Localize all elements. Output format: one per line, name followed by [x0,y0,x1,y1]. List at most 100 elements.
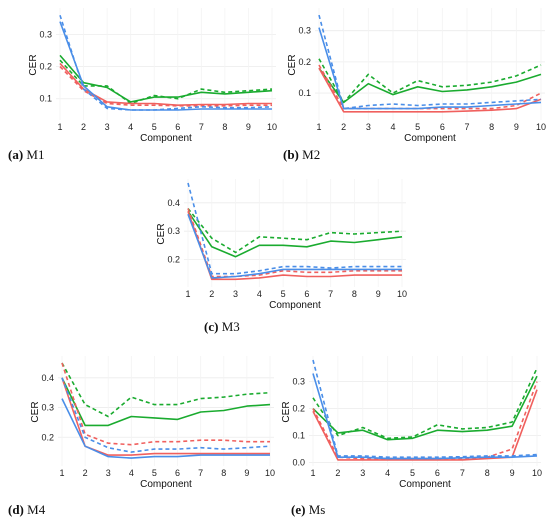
y-tick-label: 0.3 [167,226,180,236]
y-tick-label: 0.0 [292,458,305,468]
x-tick-label: 10 [265,468,275,478]
series-line-green-dashed [187,207,403,254]
x-tick-label: 6 [175,122,180,132]
x-tick-label: 1 [316,122,321,132]
y-axis-title: CER [156,223,167,244]
x-tick-label: 9 [244,468,249,478]
y-tick-label: 0.3 [292,377,305,387]
y-axis-title: CER [28,54,39,75]
series-line-blue-dashed [318,14,542,110]
caption-ms: (e) Ms [291,502,325,518]
x-tick-label: 9 [510,468,515,478]
series-line-blue-dashed [61,377,271,453]
series-line-green-solid [318,67,542,104]
series-line-red-solid [187,211,402,281]
x-tick-label: 2 [335,468,340,478]
x-tick-label: 4 [390,122,395,132]
series-line-green-solid [312,375,538,441]
caption-m1: (a) M1 [8,147,44,163]
series-line-green-dashed [59,59,273,105]
y-tick-label: 0.2 [298,57,311,67]
series-line-red-dashed [59,66,272,107]
x-tick-label: 6 [435,468,440,478]
x-tick-label: 1 [185,289,190,299]
x-tick-label: 2 [209,289,214,299]
x-tick-label: 3 [105,122,110,132]
y-tick-label: 0.4 [41,373,54,383]
x-tick-label: 8 [221,468,226,478]
x-tick-label: 7 [464,122,469,132]
series-line-green-dashed [61,362,271,418]
caption-text: M3 [221,319,240,334]
x-tick-label: 2 [341,122,346,132]
y-tick-label: 0.2 [39,62,52,72]
panel-ms: 0.0 0.1 0.2 0.3 1 2 3 4 5 6 7 8 9 10 Component CER (e) … [275,352,550,528]
series-line-blue-solid [187,213,402,279]
x-axis-title: Component [404,133,456,144]
panel-m3: 0.2 0.3 0.4 1 2 3 4 5 6 7 8 9 10 Component CER (c) M3 [140,175,415,350]
x-tick-label: 8 [222,122,227,132]
panel-m4: 0.2 0.3 0.4 1 2 3 4 5 6 7 8 9 10 Component CER (d) M4 [0,352,275,528]
series-line-blue-solid [59,21,272,111]
x-tick-label: 1 [57,122,62,132]
chart-ms: 0.0 0.1 0.2 0.3 1 2 3 4 5 6 7 8 9 10 Component CER [281,356,542,490]
x-tick-label: 4 [129,468,134,478]
y-tick-label: 0.2 [292,404,305,414]
series-line-green-solid [59,54,273,103]
x-tick-label: 9 [246,122,251,132]
y-tick-label: 0.3 [39,29,52,39]
caption-letter: (e) [291,502,306,517]
y-tick-label: 0.1 [292,431,305,441]
y-axis-title: CER [281,401,292,422]
series-line-red-dashed [187,208,402,278]
caption-text: Ms [308,502,326,517]
chart-m2: 0.1 0.2 0.3 1 2 3 4 5 6 7 8 9 10 Component CER [287,8,546,144]
x-tick-label: 5 [152,468,157,478]
chart-m3: 0.2 0.3 0.4 1 2 3 4 5 6 7 8 9 10 Component CER [156,179,407,311]
x-tick-label: 8 [352,289,357,299]
x-tick-label: 2 [83,468,88,478]
series-line-blue-dashed [187,182,402,275]
x-tick-label: 6 [304,289,309,299]
y-tick-label: 0.3 [298,26,311,36]
x-tick-label: 4 [257,289,262,299]
x-tick-label: 5 [152,122,157,132]
x-tick-label: 7 [328,289,333,299]
x-tick-label: 9 [376,289,381,299]
series-line-red-solid [61,377,270,456]
caption-text: M1 [26,147,45,162]
x-axis-title: Component [269,300,321,311]
caption-m3: (c) M3 [204,319,240,335]
x-tick-label: 9 [514,122,519,132]
series-line-red-solid [318,67,542,113]
y-tick-label: 0.1 [39,94,52,104]
x-tick-label: 10 [267,122,277,132]
caption-letter: (a) [8,147,24,162]
x-tick-label: 1 [310,468,315,478]
x-tick-label: 10 [397,289,407,299]
x-tick-label: 3 [233,289,238,299]
series-line-green-dashed [318,58,542,104]
series-line-red-dashed [61,362,270,446]
x-tick-label: 8 [489,122,494,132]
series-line-blue-dashed [59,14,273,111]
caption-letter: (b) [283,147,299,162]
x-tick-label: 7 [460,468,465,478]
x-tick-label: 5 [281,289,286,299]
x-tick-label: 10 [532,468,542,478]
x-tick-label: 5 [415,122,420,132]
x-tick-label: 7 [198,468,203,478]
y-tick-label: 0.2 [41,432,54,442]
x-tick-label: 7 [199,122,204,132]
x-tick-label: 2 [81,122,86,132]
y-tick-label: 0.3 [41,403,54,413]
series-line-blue-solid [61,398,270,459]
x-tick-label: 3 [106,468,111,478]
y-axis-title: CER [30,401,41,422]
x-tick-label: 1 [59,468,64,478]
y-tick-label: 0.4 [167,198,180,208]
panel-m1: 0.1 0.2 0.3 1 2 3 4 5 6 7 8 9 10 Component CER (a) M1 [0,0,277,175]
panel-m2: 0.1 0.2 0.3 1 2 3 4 5 6 7 8 9 10 Component CER (b) M2 [275,0,550,175]
series-line-green-dashed [312,367,538,440]
y-tick-label: 0.2 [167,255,180,265]
